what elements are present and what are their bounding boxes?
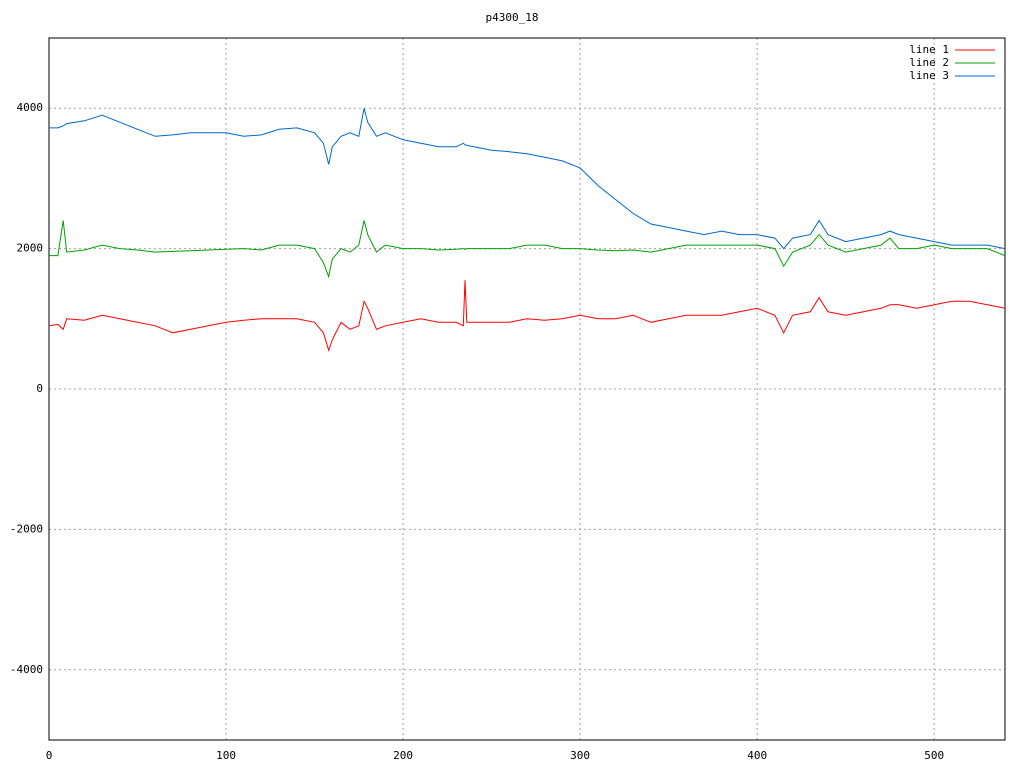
y-tick-label: -2000	[10, 522, 43, 535]
legend-label: line 1	[909, 43, 949, 56]
x-tick-label: 100	[216, 749, 236, 762]
chart-title: p4300_18	[486, 11, 539, 24]
data-line	[48, 280, 1006, 353]
x-tick-label: 200	[393, 749, 413, 762]
x-tick-label: 400	[747, 749, 767, 762]
data-line	[49, 220, 1006, 279]
y-tick-label: 4000	[17, 101, 44, 114]
plot-frame	[48, 37, 1006, 741]
y-tick-label: 2000	[17, 242, 44, 255]
x-tick-label: 300	[570, 749, 590, 762]
y-tick-label: 0	[36, 382, 43, 395]
x-tick-label: 0	[46, 749, 53, 762]
y-tick-label: -4000	[10, 663, 43, 676]
legend-label: line 3	[909, 69, 949, 82]
x-tick-label: 500	[924, 749, 944, 762]
legend-label: line 2	[909, 56, 949, 69]
data-line	[49, 108, 1006, 250]
